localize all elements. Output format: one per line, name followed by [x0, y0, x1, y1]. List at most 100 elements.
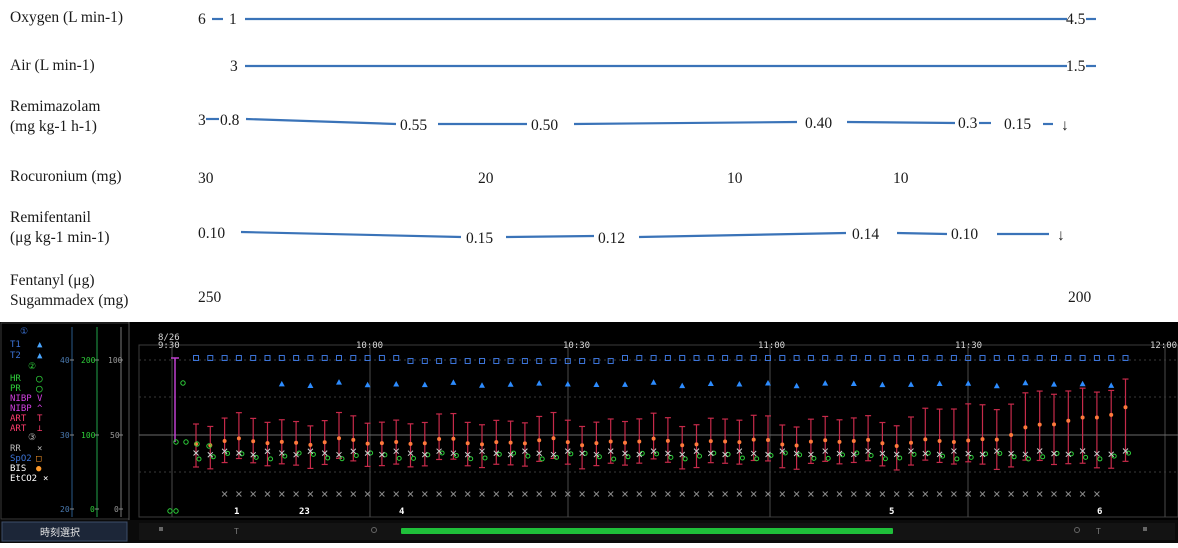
- rr-marker: [779, 448, 786, 454]
- time-select-button[interactable]: [1, 521, 128, 542]
- art-mean-marker: [623, 440, 627, 445]
- bis-marker: [707, 380, 714, 387]
- etco2-marker: [1079, 491, 1086, 497]
- spo2-marker: [607, 358, 614, 364]
- art-mean-marker: [937, 438, 942, 443]
- monitor-trend-svg: ① T1 ▲ T2 ▲ ② HR ○ PR ○ NIBP V NIBP ^ AR…: [0, 322, 1178, 543]
- oxygen-value: 4.5: [1066, 11, 1086, 28]
- art-mean-marker: [1066, 418, 1071, 423]
- remifentanil-value: 0.15: [466, 230, 493, 247]
- scale-a-tick: 30: [60, 431, 70, 440]
- bis-marker: [879, 381, 886, 388]
- timeline-square-marker: [1143, 527, 1147, 531]
- etco2-marker: [750, 491, 757, 497]
- rr-marker: [1008, 450, 1014, 457]
- art-mean-marker: [465, 441, 470, 446]
- spo2-marker: [536, 358, 543, 364]
- rr-marker: [479, 448, 485, 455]
- etco2-marker: [793, 491, 800, 497]
- remifentanil-line: [240, 230, 462, 239]
- hr-marker: [825, 455, 831, 461]
- hr-marker: [453, 453, 459, 459]
- etco2-marker: [564, 491, 571, 497]
- art-mean-marker: [1109, 412, 1114, 417]
- bar-down-icon: T: [37, 414, 43, 424]
- etco2-marker: [278, 491, 285, 497]
- rr-marker: [564, 448, 571, 454]
- hr-marker: [868, 453, 874, 459]
- etco2-marker: [922, 491, 929, 497]
- etco2-marker: [650, 491, 657, 497]
- rr-marker: [793, 450, 800, 457]
- hr-marker: [253, 454, 259, 460]
- remifentanil-line: [505, 234, 595, 239]
- hr-marker: [897, 455, 903, 461]
- remifentanil-value: 0.14: [852, 226, 879, 243]
- spo2-marker: [493, 358, 500, 364]
- rr-marker: [736, 448, 743, 454]
- art-mean-marker: [651, 436, 656, 441]
- monitor-background: [0, 322, 1178, 520]
- time-label-1200: 12:00: [1150, 341, 1177, 351]
- spo2-marker: [979, 355, 986, 361]
- bis-marker: [793, 382, 800, 389]
- spo2-marker: [1051, 355, 1057, 361]
- spo2-marker: [421, 358, 428, 364]
- rr-marker: [865, 448, 871, 454]
- etco2-marker: [1036, 491, 1043, 497]
- rr-marker: [364, 450, 371, 456]
- event-marker-1: 1: [234, 507, 239, 517]
- hr-marker: [282, 453, 288, 459]
- art-mean-marker: [751, 437, 756, 442]
- bis-marker: [736, 381, 743, 387]
- rr-marker: [421, 451, 428, 458]
- art-mean-marker: [608, 439, 613, 444]
- scale-b-tick: 100: [81, 431, 96, 440]
- etco2-marker: [622, 491, 628, 497]
- remifentanil-stop-arrow: ↓: [1057, 227, 1065, 244]
- rr-marker: [707, 450, 714, 457]
- etco2-marker: [293, 491, 299, 497]
- etco2-marker: [593, 491, 600, 497]
- spo2-marker: [307, 355, 314, 361]
- time-scroll-thumb[interactable]: [401, 528, 893, 534]
- hr-marker: [940, 453, 946, 459]
- bis-marker: [650, 379, 657, 385]
- scale-c-tick: 100: [108, 356, 123, 365]
- bis-marker: [993, 382, 1000, 389]
- spo2-marker: [879, 355, 886, 361]
- hr-marker: [396, 455, 402, 461]
- spo2-marker: [579, 358, 586, 364]
- spo2-marker: [364, 355, 371, 361]
- trend-marks: [167, 355, 1131, 514]
- remimazolam-stop-arrow: ↓: [1061, 117, 1069, 134]
- hr-marker: [325, 455, 331, 461]
- legend-bis: BIS: [10, 464, 26, 474]
- triangle-icon: ▲: [37, 340, 43, 350]
- art-mean-marker: [808, 439, 813, 444]
- spo2-marker: [321, 355, 328, 361]
- legend-circle-1: ①: [20, 327, 28, 337]
- spo2-marker: [922, 355, 929, 361]
- fentanyl-value: 250: [198, 289, 222, 306]
- hr-marker: [339, 456, 345, 462]
- art-mean-marker: [351, 437, 356, 442]
- spo2-marker: [936, 355, 943, 361]
- etco2-marker: [221, 491, 228, 497]
- etco2-marker: [865, 491, 871, 497]
- chevron-down-icon: V: [37, 394, 43, 404]
- etco2-marker: [321, 491, 328, 497]
- spo2-marker: [336, 355, 342, 361]
- row-label-remimazolam: Remimazolam (mg kg-1 h-1): [10, 98, 101, 135]
- etco2-marker: [979, 491, 986, 497]
- rr-marker: [622, 450, 628, 457]
- spo2-marker: [436, 358, 443, 364]
- spo2-marker: [908, 355, 914, 361]
- art-mean-marker: [308, 442, 313, 447]
- etco2-marker: [436, 491, 442, 497]
- bis-marker: [1108, 382, 1115, 388]
- bar-up-icon: ⊥: [37, 424, 43, 434]
- etco2-marker: [908, 491, 914, 497]
- bis-marker: [479, 382, 485, 388]
- spo2-marker: [993, 355, 1000, 361]
